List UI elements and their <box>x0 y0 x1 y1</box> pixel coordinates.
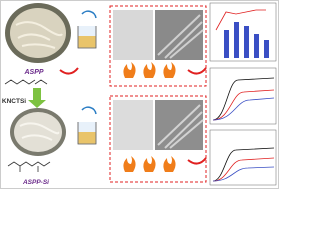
petri-dish-top <box>5 3 71 63</box>
label-aspp: ASPP <box>23 69 43 76</box>
reaction-arrow <box>28 88 46 108</box>
fabric-box-bottom <box>109 95 207 183</box>
label-knctsi: KNCTSi <box>2 98 26 105</box>
mini-chart-bottom <box>209 129 277 186</box>
beaker-top <box>77 10 97 49</box>
petri-dish-bottom <box>10 108 66 156</box>
mini-chart-middle <box>209 67 277 125</box>
structure-bottom <box>7 161 51 172</box>
curved-arrows <box>59 67 207 165</box>
beaker-bottom <box>77 106 97 145</box>
label-aspp-si: ASPP-Si <box>22 179 49 186</box>
fabric-box-top <box>109 5 207 87</box>
structure-top <box>4 79 48 85</box>
graphical-abstract: ASPP KNCTSi ASPP-Si <box>0 0 279 189</box>
flames <box>123 62 176 172</box>
mini-chart-top <box>209 2 277 62</box>
